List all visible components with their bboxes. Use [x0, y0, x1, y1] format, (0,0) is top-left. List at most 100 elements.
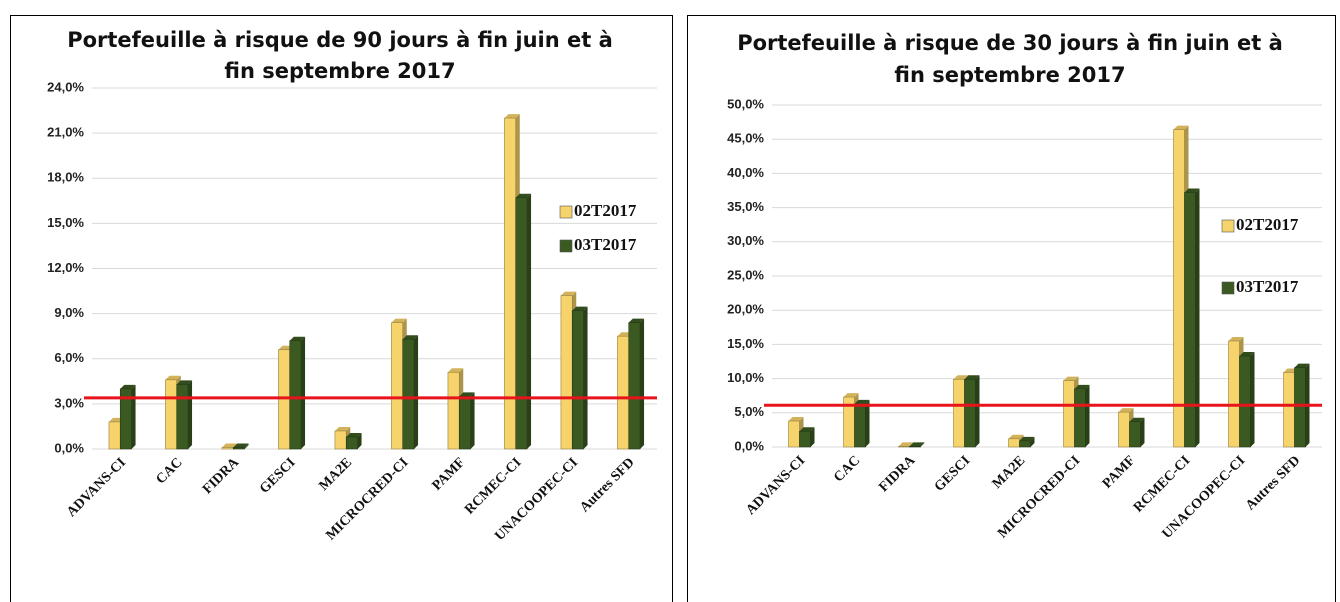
bar: [334, 430, 347, 450]
bar: [953, 378, 965, 448]
bar: [560, 295, 573, 450]
y-tick-label: 21,0%: [47, 125, 84, 140]
bar-side: [920, 442, 925, 447]
y-tick-label: 10,0%: [727, 370, 764, 385]
bar-side: [357, 432, 362, 449]
bar-top: [233, 443, 249, 448]
bar-top: [1239, 352, 1255, 357]
bar: [504, 117, 517, 450]
bar: [289, 340, 302, 450]
x-tick-label: FIDRA: [200, 455, 243, 498]
x-tick-label: MA2E: [316, 455, 355, 494]
bar-side: [1085, 384, 1090, 447]
bar: [1008, 438, 1020, 448]
bar-top: [964, 375, 980, 380]
x-tick-label: PAMF: [430, 455, 468, 493]
x-tick-label: Autres SFD: [1243, 453, 1303, 513]
bar-top: [346, 432, 362, 437]
bar-top: [788, 417, 804, 422]
bar-top: [447, 368, 464, 373]
y-tick-label: 15,0%: [727, 336, 764, 351]
y-tick-label: 18,0%: [47, 170, 84, 185]
bar-top: [391, 318, 407, 323]
bar: [964, 378, 976, 448]
bar: [221, 447, 234, 450]
left-panel: [10, 15, 673, 602]
bar: [278, 349, 291, 450]
bar-top: [572, 306, 588, 311]
bar-top: [909, 442, 925, 447]
y-tick-label: 0,0%: [54, 440, 84, 455]
bar-top: [515, 193, 532, 198]
bar: [571, 310, 584, 450]
bar: [909, 446, 921, 448]
bar-top: [165, 375, 181, 380]
right-panel: [687, 15, 1336, 602]
bar-top: [289, 336, 306, 341]
bar-side: [640, 318, 645, 449]
legend-label: 02T2017: [1236, 215, 1299, 234]
bar-top: [1019, 436, 1035, 441]
bar-top: [176, 380, 193, 385]
legend-label: 03T2017: [574, 235, 637, 254]
legend-label: 03T2017: [1236, 277, 1299, 296]
y-tick-label: 20,0%: [727, 302, 764, 317]
chart-title: Portefeuille à risque de 30 jours à fin …: [737, 31, 1283, 55]
bar-side: [414, 335, 419, 449]
bar-side: [1030, 436, 1035, 447]
x-tick-label: CAC: [831, 453, 863, 485]
bar-top: [1184, 188, 1200, 193]
bar: [628, 322, 641, 450]
bar-side: [470, 392, 475, 449]
bar: [1228, 340, 1240, 448]
bar-top: [504, 114, 520, 119]
x-tick-label: GESCI: [932, 453, 973, 494]
bar: [402, 338, 415, 450]
y-tick-label: 6,0%: [54, 350, 84, 365]
bar: [232, 447, 245, 450]
x-tick-label: GESCI: [257, 455, 298, 496]
y-tick-label: 5,0%: [734, 404, 764, 419]
bar-side: [975, 375, 980, 447]
bar-top: [953, 375, 969, 380]
bar: [799, 430, 811, 448]
bar: [165, 379, 178, 450]
bar-top: [1008, 434, 1024, 439]
bar-top: [1063, 376, 1079, 381]
x-tick-label: ADVANS-CI: [743, 453, 808, 518]
bar: [1063, 380, 1075, 448]
bar-top: [560, 291, 577, 296]
bar: [1173, 129, 1185, 448]
x-tick-label: FIDRA: [876, 453, 919, 496]
bar-top: [1228, 336, 1244, 341]
y-tick-label: 9,0%: [54, 305, 84, 320]
bar: [119, 388, 132, 450]
bar: [515, 197, 528, 450]
y-tick-label: 30,0%: [727, 233, 764, 248]
bar: [898, 446, 910, 448]
x-tick-label: RCMEC-CI: [462, 455, 524, 517]
y-tick-label: 40,0%: [727, 165, 764, 180]
y-tick-label: 15,0%: [47, 215, 84, 230]
bar-side: [1250, 352, 1255, 447]
legend-swatch: [559, 205, 573, 219]
chart-title: fin septembre 2017: [894, 63, 1125, 87]
bar: [1184, 192, 1196, 448]
x-tick-label: ADVANS-CI: [64, 455, 129, 520]
y-tick-label: 25,0%: [727, 267, 764, 282]
y-tick-label: 12,0%: [47, 260, 84, 275]
y-tick-label: 35,0%: [727, 199, 764, 214]
bar-side: [865, 399, 870, 447]
legend-label: 02T2017: [574, 201, 637, 220]
bar-top: [334, 426, 351, 431]
y-tick-label: 3,0%: [54, 395, 84, 410]
bar-top: [799, 427, 815, 432]
bar: [176, 384, 189, 450]
bar: [1019, 440, 1031, 448]
bar-top: [854, 399, 870, 404]
bar: [1294, 367, 1306, 448]
bar-top: [1173, 125, 1189, 130]
bar-side: [527, 193, 532, 449]
bar: [345, 436, 358, 450]
